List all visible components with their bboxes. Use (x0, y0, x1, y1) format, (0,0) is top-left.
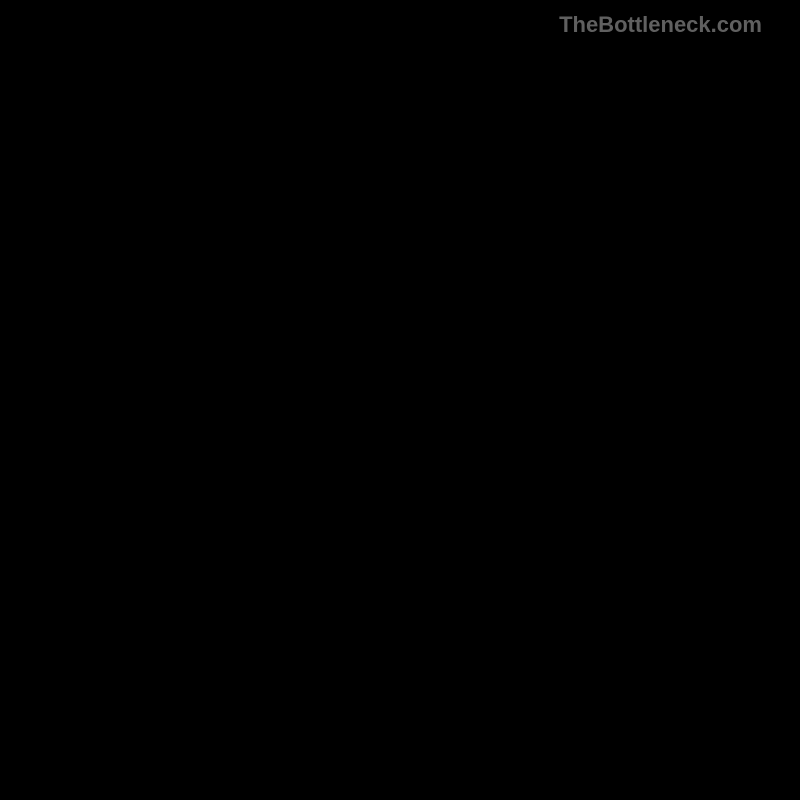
watermark-text: TheBottleneck.com (559, 12, 762, 38)
bottleneck-heatmap (40, 40, 760, 760)
